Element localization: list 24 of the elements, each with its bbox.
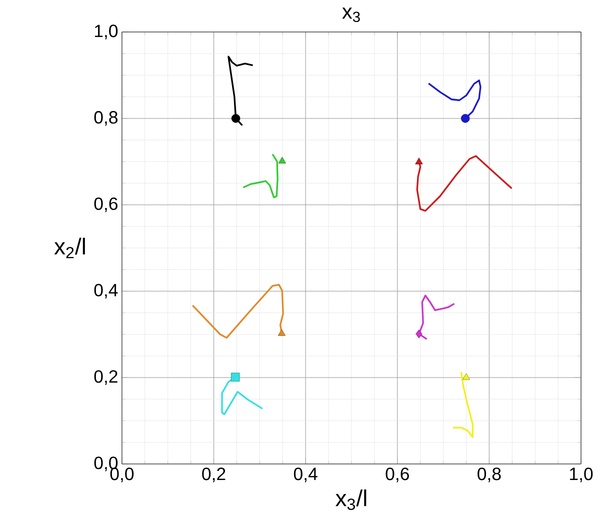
chart-title: x$_{3}$ bbox=[342, 8, 360, 22]
point bbox=[278, 156, 286, 164]
point bbox=[231, 114, 240, 123]
y-tick-label: 0,8 bbox=[94, 111, 118, 126]
y-tick-label: 0,4 bbox=[94, 284, 118, 299]
x-tick-label: 1,0 bbox=[570, 468, 593, 482]
point bbox=[416, 330, 422, 338]
x-axis-title: x$_{3}$/l bbox=[336, 490, 366, 510]
y-tick-label: 1,0 bbox=[94, 24, 118, 40]
x-tick-label: 0,6 bbox=[386, 468, 409, 482]
point bbox=[415, 158, 423, 164]
x-tick-label: 0,4 bbox=[294, 468, 318, 482]
point bbox=[462, 373, 470, 380]
line-series bbox=[416, 155, 513, 212]
point bbox=[460, 114, 470, 123]
y-tick-label: 0,2 bbox=[94, 370, 118, 386]
point bbox=[278, 329, 286, 336]
y-axis-title: x$_{2}$/l bbox=[54, 238, 85, 258]
y-tick-label: 0,6 bbox=[94, 198, 118, 212]
point bbox=[230, 372, 240, 382]
line-series bbox=[228, 56, 254, 126]
x-tick-label: 0,2 bbox=[202, 468, 226, 482]
line-series bbox=[452, 371, 474, 438]
x-tick-label: 0,8 bbox=[478, 468, 501, 482]
